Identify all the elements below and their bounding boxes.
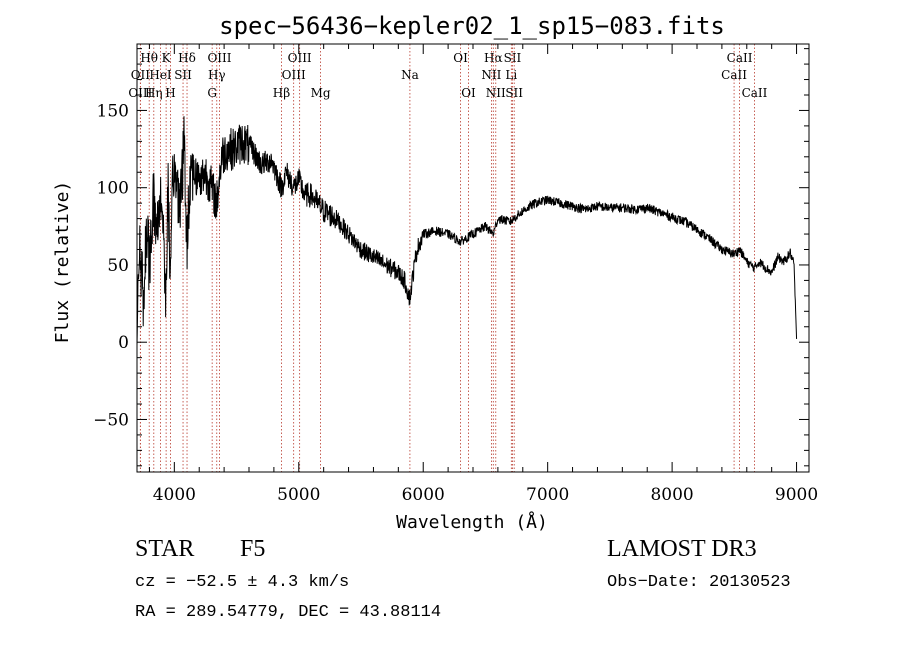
x-tick-label: 9000 (775, 485, 818, 505)
spectral-line-label: Hθ (140, 51, 158, 65)
y-axis-label: Flux (relative) (52, 181, 73, 344)
spectral-line-label: Mg (311, 86, 331, 100)
spectrum-series (136, 116, 798, 346)
spectral-line-label: Na (401, 68, 419, 82)
spectral-line-label: CaII (721, 68, 747, 82)
x-axis-label: Wavelength (Å) (396, 511, 548, 533)
y-tick-label: 150 (97, 101, 129, 121)
spectral-line-label: K (162, 51, 172, 65)
spectral-line-label: Hδ (178, 51, 196, 65)
x-tick-label: 4000 (153, 485, 196, 505)
survey-name: LAMOST DR3 (607, 536, 757, 562)
spectral-line-label: Li (505, 68, 517, 82)
y-tick-label: 50 (107, 256, 129, 276)
spectral-line-label: NII (486, 86, 506, 100)
y-tick-label: −50 (93, 410, 129, 430)
redshift-velocity: cz = −52.5 ± 4.3 km/s (135, 573, 350, 592)
x-tick-label: 8000 (650, 485, 693, 505)
spectral-line-label: OIII (288, 51, 312, 65)
spectral-line-label: H (165, 86, 175, 100)
y-tick-label: 0 (118, 333, 129, 353)
spectral-line-label: SII (174, 68, 192, 82)
spectral-line-label: OI (453, 51, 468, 65)
spectral-line-label: OI (461, 86, 476, 100)
observation-date: Obs−Date: 20130523 (607, 573, 791, 592)
spectral-line-label: CaII (727, 51, 753, 65)
spectrum-line (136, 116, 798, 346)
spectral-line-label: NII (481, 68, 501, 82)
y-tick-label: 100 (97, 179, 129, 199)
x-tick-label: 6000 (402, 485, 445, 505)
object-type: STAR (135, 536, 195, 562)
spectral-line-label: SII (504, 51, 522, 65)
spectral-line-label: CaII (742, 86, 768, 100)
x-tick-label: 7000 (526, 485, 569, 505)
spectral-line-label: OII (131, 68, 151, 82)
sky-coordinates: RA = 289.54779, DEC = 43.88114 (135, 603, 442, 622)
spectral-line-label: Hη (145, 86, 163, 100)
spectral-line-label: OIII (207, 51, 231, 65)
spectral-line-label: G (207, 86, 217, 100)
spectral-line-label: OIII (282, 68, 306, 82)
spectral-line-label: SII (505, 86, 523, 100)
spectral-line-label: HeI (149, 68, 172, 82)
spectral-line-label: Hβ (273, 86, 290, 100)
spectral-line-label: Hα (484, 51, 503, 65)
spectral-line-label: OIII (128, 86, 152, 100)
chart-title: spec−56436−kepler02_1_sp15−083.fits (219, 12, 725, 40)
spectral-subclass: F5 (240, 536, 266, 562)
plot-frame (136, 43, 810, 473)
x-tick-label: 5000 (277, 485, 320, 505)
plot-axes: 4000 5000 6000 7000 8000 9000 −50 0 50 100 150 (93, 43, 818, 505)
spectral-line-label: Hγ (208, 68, 226, 82)
